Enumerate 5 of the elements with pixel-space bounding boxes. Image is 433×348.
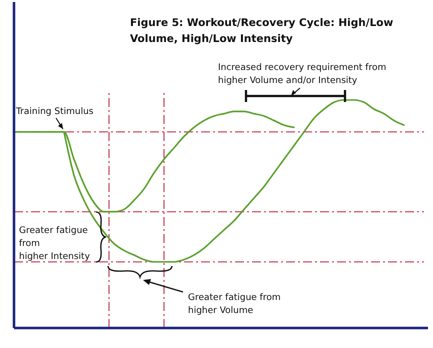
annotation: Training Stimulus — [15, 107, 94, 117]
annotation: Greater fatigue from higher Intensity — [19, 226, 91, 262]
chart-title: Figure 5: Workout/Recovery Cycle: High/Low Volume, High/Low Intensity — [130, 17, 394, 45]
annotation: Greater fatigue from higher Volume — [188, 293, 281, 316]
text: Increased recovery requirement from higher Volume and/or Intensity — [218, 63, 386, 86]
